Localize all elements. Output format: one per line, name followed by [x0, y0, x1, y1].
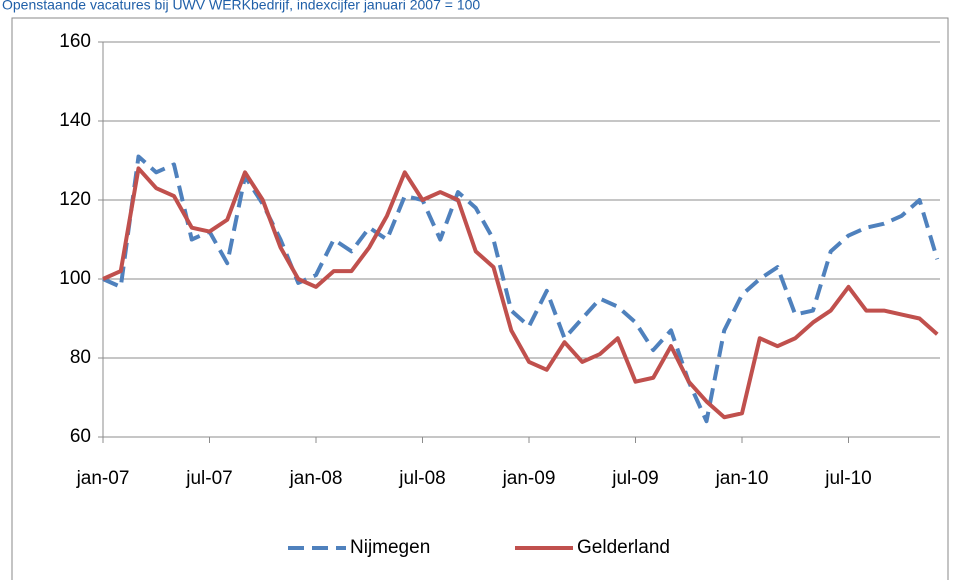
x-tick-label: jul-09 [611, 468, 658, 489]
legend-label: Nijmegen [350, 537, 430, 558]
x-tick-label: jan-09 [502, 468, 556, 489]
x-tick-label: jul-08 [398, 468, 445, 489]
line-series [102, 154, 940, 424]
y-tick-label: 160 [59, 31, 91, 52]
x-tick-label: jan-10 [715, 468, 769, 489]
x-tick-label: jan-07 [76, 468, 130, 489]
x-tick-label: jul-07 [185, 468, 232, 489]
x-tick-label: jan-08 [289, 468, 343, 489]
chart-title: Openstaande vacatures bij UWV WERKbedrij… [2, 0, 480, 13]
y-tick-label: 120 [59, 189, 91, 210]
y-tick-label: 140 [59, 110, 91, 131]
legend-label: Gelderland [577, 537, 670, 558]
y-tick-label: 80 [70, 347, 91, 368]
y-tick-label: 100 [59, 268, 91, 289]
chart-frame [11, 17, 949, 580]
x-tick-label: jul-10 [824, 468, 871, 489]
y-tick-label: 60 [70, 426, 91, 447]
line-series [102, 166, 939, 420]
